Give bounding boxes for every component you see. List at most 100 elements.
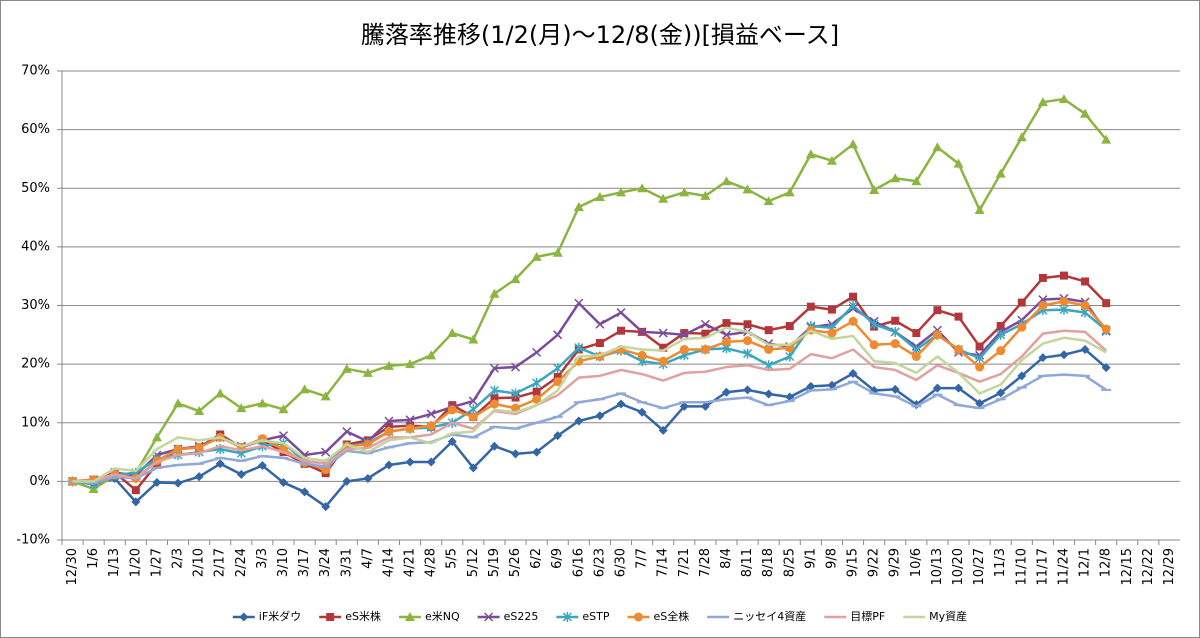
marker <box>363 473 373 483</box>
marker <box>326 613 335 621</box>
x-tick-label: 4/14 <box>381 548 396 577</box>
x-tick-label: 5/26 <box>508 548 523 577</box>
marker <box>721 337 731 347</box>
marker <box>173 478 183 488</box>
legend-item: e米NQ <box>398 610 460 623</box>
x-tick-label: 10/20 <box>951 548 966 585</box>
marker <box>764 389 774 399</box>
legend-item: eSTP <box>556 610 610 623</box>
x-tick-label: 12/15 <box>1120 548 1135 585</box>
marker <box>679 187 690 197</box>
x-tick-label: 4/21 <box>403 548 418 577</box>
x-tick-label: 10/6 <box>909 548 924 577</box>
marker <box>1017 298 1026 307</box>
marker <box>257 398 268 408</box>
x-tick-label: 9/22 <box>867 548 882 577</box>
marker <box>426 409 436 419</box>
marker <box>700 344 710 354</box>
marker <box>595 319 605 329</box>
marker <box>869 340 879 350</box>
marker <box>890 384 900 394</box>
marker <box>848 316 858 326</box>
x-tick-label: 7/28 <box>698 548 713 577</box>
marker <box>320 391 331 401</box>
marker <box>574 298 584 308</box>
x-tick-label: 3/24 <box>318 548 333 577</box>
marker <box>552 247 563 257</box>
marker <box>362 367 373 377</box>
marker <box>594 192 605 202</box>
x-tick-label: 12/22 <box>1141 548 1156 585</box>
marker <box>700 319 710 329</box>
x-tick-label: 6/23 <box>592 548 607 577</box>
marker <box>278 431 289 441</box>
x-tick-label: 1/6 <box>86 548 101 569</box>
marker <box>848 300 858 311</box>
legend-item: iF米ダウ <box>232 609 301 623</box>
legend-item: eS225 <box>477 610 538 623</box>
marker <box>553 377 563 387</box>
marker <box>701 329 710 338</box>
marker <box>848 369 858 379</box>
marker <box>299 384 310 394</box>
marker <box>721 176 732 186</box>
marker <box>489 363 499 373</box>
marker <box>1016 132 1027 142</box>
x-tick-label: 12/8 <box>1099 548 1114 577</box>
marker <box>764 326 773 335</box>
marker <box>616 399 626 409</box>
marker <box>574 416 584 426</box>
y-tick-label: 50% <box>21 181 50 196</box>
x-tick-label: 5/19 <box>487 548 502 577</box>
marker <box>384 460 394 470</box>
marker <box>743 336 753 346</box>
marker <box>151 432 162 442</box>
x-tick-label: 1/20 <box>128 548 143 577</box>
marker <box>321 502 331 512</box>
marker <box>384 427 394 437</box>
legend-label: e米NQ <box>425 610 460 623</box>
legend-label: ニッセイ4資産 <box>733 610 806 623</box>
marker <box>974 204 985 214</box>
marker <box>995 168 1006 178</box>
marker <box>953 158 964 168</box>
marker <box>194 406 205 416</box>
legend-label: iF米ダウ <box>259 609 301 623</box>
marker <box>637 350 647 360</box>
legend-label: eS全株 <box>653 609 689 623</box>
marker <box>468 396 478 406</box>
marker <box>562 612 572 622</box>
x-tick-label: 11/3 <box>993 548 1008 577</box>
x-tick-label: 9/15 <box>846 548 861 577</box>
marker <box>1059 350 1069 360</box>
y-tick-label: 30% <box>21 298 50 313</box>
x-tick-label: 8/11 <box>740 548 755 577</box>
y-tick-label: 40% <box>21 239 50 254</box>
marker <box>447 437 457 447</box>
marker <box>743 348 753 359</box>
marker <box>1059 296 1069 306</box>
x-tick-label: 6/16 <box>571 548 586 577</box>
x-tick-label: 9/1 <box>803 548 818 569</box>
y-tick-label: 70% <box>21 64 50 79</box>
x-tick-label: 8/25 <box>782 548 797 577</box>
marker <box>764 360 774 371</box>
x-tick-label: 7/14 <box>656 548 671 577</box>
marker <box>1080 301 1090 310</box>
marker <box>426 421 436 431</box>
marker <box>616 308 626 318</box>
marker <box>890 326 900 337</box>
marker <box>405 359 416 369</box>
marker <box>595 411 605 421</box>
marker <box>679 344 689 354</box>
marker <box>1058 94 1069 104</box>
marker <box>1080 344 1090 354</box>
marker <box>510 362 521 372</box>
series-line <box>72 348 1107 508</box>
marker <box>173 398 184 408</box>
x-tick-label: 7/21 <box>677 548 692 577</box>
marker <box>383 360 394 370</box>
marker <box>531 251 542 261</box>
marker <box>890 173 901 183</box>
